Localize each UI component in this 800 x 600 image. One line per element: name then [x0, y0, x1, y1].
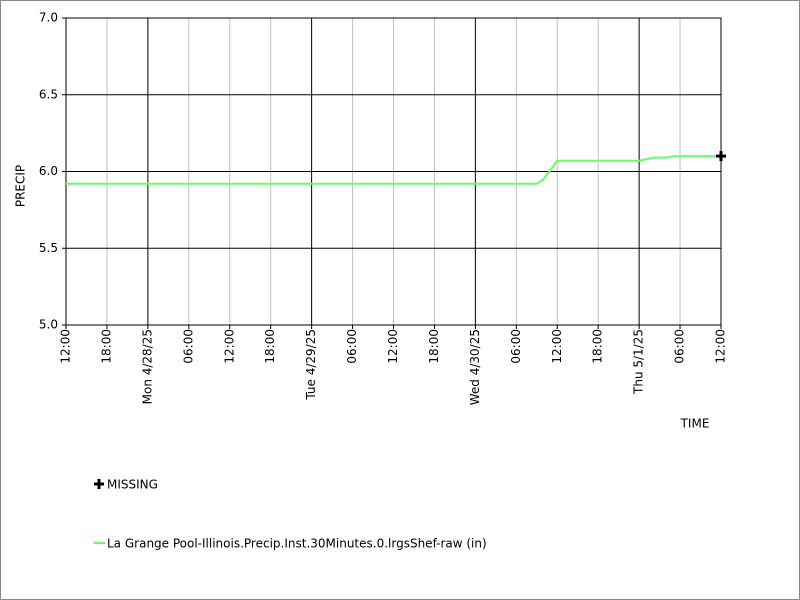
legend-label: La Grange Pool-Illinois.Precip.Inst.30Mi… [107, 537, 487, 551]
x-tick-label: 12:00 [386, 329, 400, 364]
x-tick-label: 12:00 [550, 329, 564, 364]
y-tick-label: 5.0 [39, 318, 58, 332]
x-tick-label: 12:00 [222, 329, 236, 364]
y-tick-label: 5.5 [39, 241, 58, 255]
x-tick-label: Thu 5/1/25 [632, 329, 646, 395]
y-axis-label: PRECIP [14, 165, 28, 207]
x-tick-label: 12:00 [714, 329, 728, 364]
data-line [66, 155, 721, 185]
x-tick-label: 18:00 [427, 329, 441, 364]
x-tick-label: 06:00 [181, 329, 195, 364]
plot-border [65, 17, 722, 326]
y-tick-label: 7.0 [39, 11, 58, 25]
x-tick-label: 12:00 [59, 329, 73, 364]
x-tick-label: Wed 4/30/25 [468, 329, 482, 405]
legend-marker [94, 479, 104, 489]
x-tick-label: 06:00 [509, 329, 523, 364]
x-tick-label: 18:00 [99, 329, 113, 364]
y-tick-label: 6.5 [39, 87, 58, 101]
x-axis-label: TIME [680, 417, 710, 431]
x-tick-label: 06:00 [673, 329, 687, 364]
x-tick-label: 18:00 [591, 329, 605, 364]
x-tick-label: 18:00 [263, 329, 277, 364]
x-tick-label: 06:00 [345, 329, 359, 364]
x-tick-label: Mon 4/28/25 [140, 329, 154, 404]
legend-label: MISSING [107, 478, 158, 492]
x-tick-label: Tue 4/29/25 [304, 329, 318, 401]
y-tick-label: 6.0 [39, 164, 58, 178]
missing-marker [716, 151, 726, 162]
